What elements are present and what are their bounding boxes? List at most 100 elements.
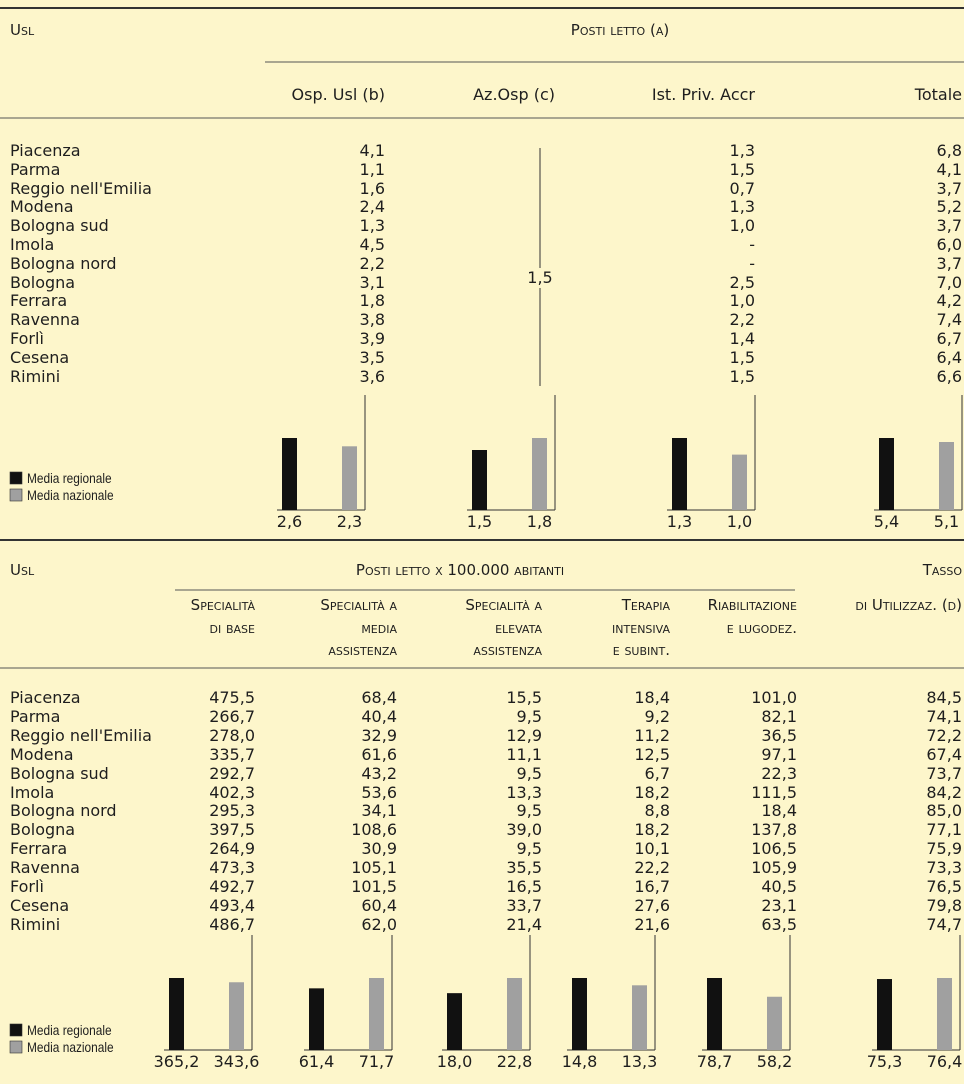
cell: 402,3: [209, 782, 255, 802]
cell: 266,7: [209, 706, 255, 726]
bar: [879, 438, 894, 510]
cell: 33,7: [506, 895, 542, 915]
row-label: Rimini: [10, 366, 61, 386]
cell: 1,3: [729, 141, 755, 160]
bar-label: 1,3: [666, 512, 693, 531]
column-header: media: [361, 618, 397, 637]
row-label: Ferrara: [10, 839, 68, 859]
cell: 77,1: [926, 820, 962, 840]
column-header: Terapia: [621, 596, 670, 614]
bar-label: 1,0: [726, 512, 753, 531]
cell: 137,8: [751, 820, 797, 840]
cell: 9,2: [644, 706, 670, 726]
bar-label: 18,0: [436, 1052, 473, 1071]
cell: 3,6: [359, 366, 385, 386]
bar-label: 5,1: [933, 512, 960, 531]
cell: 106,5: [751, 839, 797, 859]
bar: [447, 993, 462, 1050]
row-label: Ferrara: [10, 291, 68, 311]
column-header: Specialità a: [465, 596, 542, 614]
cell: 84,2: [926, 782, 962, 802]
cell: 40,4: [361, 706, 397, 726]
bar-label: 1,5: [466, 512, 493, 531]
cell: 6,7: [936, 329, 962, 348]
row-label: Ravenna: [10, 310, 80, 330]
bar: [572, 978, 587, 1050]
cell: 4,5: [359, 235, 385, 254]
cell: 22,2: [634, 858, 670, 878]
legend-label: Media regionale: [27, 1022, 112, 1038]
cell: 6,6: [936, 366, 962, 386]
cell: 278,0: [209, 725, 255, 745]
cell: 1,8: [359, 291, 385, 311]
bar-label: 22,8: [496, 1052, 533, 1071]
legend-swatch: [9, 1040, 23, 1054]
cell: 1,6: [359, 178, 385, 198]
cell: 18,4: [761, 801, 797, 821]
bar-label: 2,3: [336, 512, 363, 531]
row-label: Bologna sud: [10, 216, 109, 236]
cell: 2,2: [359, 253, 385, 273]
cell: 68,4: [361, 688, 397, 707]
cell: 101,0: [751, 688, 797, 707]
cell: 85,0: [926, 801, 962, 821]
bar: [229, 982, 244, 1050]
bar-label: 61,4: [298, 1052, 335, 1071]
column-header: di Utilizzaz. (d): [855, 596, 962, 614]
cell: 97,1: [761, 744, 797, 764]
cell: 1,5: [729, 366, 755, 386]
cell: 61,6: [361, 744, 397, 764]
bar: [939, 442, 954, 510]
row-label: Forlì: [10, 877, 44, 896]
cell: 3,7: [936, 253, 962, 273]
column-header: e subint.: [612, 641, 670, 659]
cell: 40,5: [761, 877, 797, 896]
cell: 15,5: [506, 688, 542, 707]
cell: 53,6: [361, 782, 397, 802]
row-label: Cesena: [10, 347, 70, 367]
cell: 105,1: [351, 858, 397, 878]
cell: 6,7: [644, 763, 670, 783]
cell: 76,5: [926, 877, 962, 896]
row-label: Piacenza: [10, 141, 81, 160]
bar: [732, 454, 747, 510]
column-header: assistenza: [328, 641, 397, 659]
row-label: Ravenna: [10, 858, 80, 878]
cell: 84,5: [926, 688, 962, 707]
bar-label: 365,2: [153, 1052, 200, 1071]
cell: 4,2: [936, 291, 962, 311]
cell: 292,7: [209, 763, 255, 783]
cell: 4,1: [936, 159, 962, 179]
cell: 9,5: [516, 839, 542, 859]
cell: 21,6: [634, 914, 670, 934]
cell: 1,3: [729, 197, 755, 217]
row-label: Modena: [10, 744, 74, 764]
cell: 74,1: [926, 706, 962, 726]
column-header: Riabilitazione: [707, 596, 797, 614]
cell: 12,9: [506, 725, 542, 745]
cell: 1,5: [729, 347, 755, 367]
column-header: di base: [209, 618, 256, 637]
cell: 16,7: [634, 877, 670, 896]
bar-label: 75,3: [866, 1052, 903, 1071]
cell: 2,2: [729, 310, 755, 330]
cell: 21,4: [506, 914, 542, 934]
cell: 6,0: [936, 235, 962, 254]
cell: 3,1: [359, 272, 385, 292]
cell: 9,5: [516, 801, 542, 821]
bar-label: 2,6: [276, 512, 303, 531]
cell: 3,9: [359, 329, 385, 348]
row-label: Bologna nord: [10, 253, 117, 273]
row-label: Reggio nell'Emilia: [10, 178, 152, 198]
bar: [472, 450, 487, 510]
cell: 3,8: [359, 310, 385, 330]
bar: [369, 978, 384, 1050]
bar: [342, 446, 357, 510]
bar-label: 343,6: [213, 1052, 260, 1071]
cell: 23,1: [761, 895, 797, 915]
cell: 105,9: [751, 858, 797, 878]
bar: [632, 985, 647, 1050]
cell: 73,3: [926, 858, 962, 878]
cell: 397,5: [209, 820, 255, 840]
cell: 74,7: [926, 914, 962, 934]
